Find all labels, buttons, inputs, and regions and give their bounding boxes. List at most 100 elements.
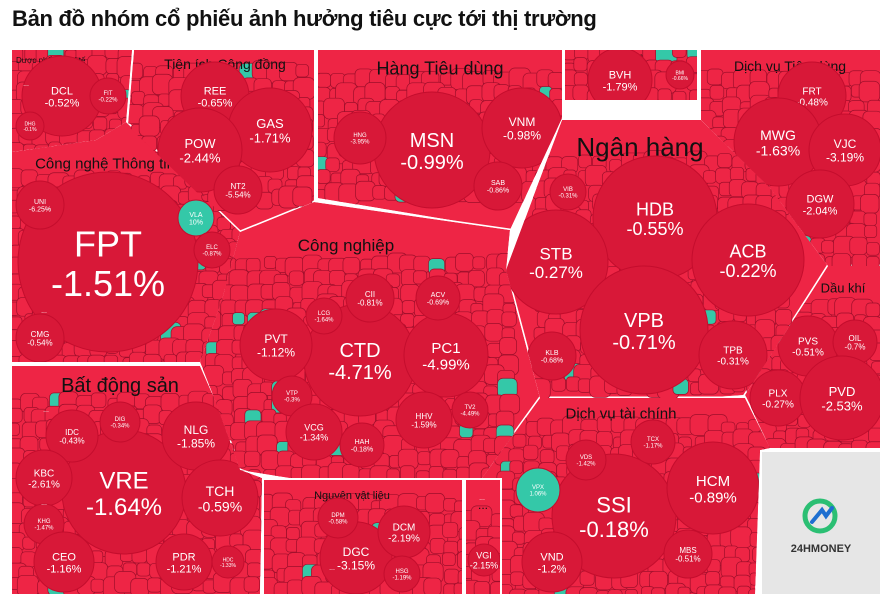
stock-ssi[interactable]: SSI-0.18% (551, 453, 677, 579)
loss-cell (325, 157, 340, 172)
loss-cell (490, 581, 500, 594)
stock-acb[interactable]: ACB-0.22% (691, 203, 805, 317)
more-cell-marker: ... (479, 495, 485, 502)
loss-cell (473, 581, 490, 594)
stock-bmi[interactable]: BMI-0.66% (665, 60, 695, 90)
stock-klb[interactable]: KLB-0.68% (527, 331, 577, 381)
stock-dhg[interactable]: DHG-0.1% (15, 111, 45, 141)
stock-vre[interactable]: VRE-1.64% (61, 429, 187, 555)
stock-vpb[interactable]: VPB-0.71% (579, 265, 709, 395)
loss-cell (147, 577, 163, 593)
stock-stb[interactable]: STB-0.27% (504, 209, 609, 315)
stock-vgi[interactable]: VGI-2.15% (467, 543, 500, 577)
stock-tv2[interactable]: TV2-4.49% (451, 391, 489, 429)
stock-gas[interactable]: GAS-1.71% (227, 87, 313, 173)
stock-vjc[interactable]: VJC-3.19% (808, 113, 881, 187)
loss-cell (573, 72, 588, 87)
loss-cell (523, 589, 541, 594)
stock-bvh[interactable]: BVH-1.79% (587, 48, 653, 112)
stock-nlg[interactable]: NLG-1.85% (161, 401, 231, 471)
logo-panel-bg (762, 452, 880, 594)
stock-mbs[interactable]: MBS-0.51% (663, 529, 713, 579)
stock-vtp[interactable]: VTP-0.3% (271, 375, 313, 417)
stock-elc[interactable]: ELC-0.87% (193, 231, 231, 269)
stock-change: -0.31% (717, 357, 749, 368)
stock-vds[interactable]: VDS-1.42% (565, 439, 607, 481)
stock-msn[interactable]: MSN-0.99% (373, 91, 491, 209)
stock-change: -1.64% (314, 318, 334, 324)
stock-ceo[interactable]: CEO-1.16% (33, 531, 95, 593)
loss-cell (865, 302, 880, 318)
stock-ticker: CMG (31, 330, 50, 339)
stock-dgw[interactable]: DGW-2.04% (785, 169, 855, 239)
loss-cell (849, 236, 868, 255)
loss-cell (355, 180, 376, 202)
stock-vnm[interactable]: VNM-0.98% (481, 87, 562, 169)
stock-vnd[interactable]: VND-1.2% (521, 531, 583, 593)
loss-cell (672, 90, 687, 100)
loss-cell (863, 212, 878, 227)
stock-dcm[interactable]: DCM-2.19% (377, 505, 431, 559)
stock-hdc[interactable]: HDC-1.33% (211, 545, 245, 579)
stock-cii[interactable]: CII-0.81% (345, 273, 395, 323)
stock-fit[interactable]: FIT-0.22% (89, 77, 127, 115)
loss-cell (286, 527, 300, 541)
stock-dig[interactable]: DIG-0.34% (99, 401, 141, 443)
stock-hdb[interactable]: HDB-0.55% (592, 155, 718, 281)
stock-bubble (549, 173, 587, 211)
stock-vcg[interactable]: VCG-1.34% (285, 403, 343, 461)
stock-ticker: PVT (264, 332, 288, 346)
stock-bubble (383, 555, 421, 593)
stock-acv[interactable]: ACV-0.69% (415, 275, 461, 321)
stock-tpb[interactable]: TPB-0.31% (698, 320, 768, 390)
stock-plx[interactable]: PLX-0.27% (749, 369, 807, 427)
loss-cell (138, 115, 160, 137)
stock-dpm[interactable]: DPM-0.58% (317, 497, 359, 539)
stock-ticker: KBC (34, 469, 55, 480)
stock-kbc[interactable]: KBC-2.61% (15, 449, 73, 507)
stock-pow[interactable]: POW-2.44% (157, 107, 243, 193)
stock-change: -1.63% (756, 142, 800, 158)
sector-title-nguyen-vat-lieu: Nguyên vật liệu (314, 490, 390, 502)
loss-cell (429, 538, 446, 554)
sector-title-bat-dong-san: Bất động sản (61, 375, 179, 397)
stock-uni[interactable]: UNI-6.25% (15, 180, 65, 230)
stock-lcg[interactable]: LCG-1.64% (305, 297, 343, 335)
loss-cell (455, 253, 474, 272)
stock-tch[interactable]: TCH-0.59% (181, 459, 259, 537)
stock-ticker: BMI (676, 70, 685, 76)
stock-hah[interactable]: HAH-0.18% (339, 422, 385, 468)
stock-mwg[interactable]: MWG-1.63% (733, 97, 823, 187)
stock-cmg[interactable]: CMG-0.54% (15, 313, 65, 362)
stock-pvt[interactable]: PVT-1.12% (239, 308, 313, 382)
stock-ticker: DIG (115, 417, 126, 423)
stock-sab[interactable]: SAB-0.86% (473, 161, 523, 211)
stocks-dich-vu-tieu-dung: FRT-0.48%MWG-1.63% VJC-3.19%DGW-2.04% (733, 61, 881, 239)
loss-cell (730, 526, 752, 549)
stock-pc1[interactable]: PC1-4.99% (403, 312, 489, 398)
stock-fpt[interactable]: FPT-1.51% (17, 171, 199, 353)
loss-cell (715, 167, 732, 184)
stock-hcm[interactable]: HCM-0.89% (666, 441, 760, 535)
loss-cell (292, 186, 313, 207)
loss-cell (424, 493, 445, 514)
stock-bubble (473, 161, 523, 211)
stock-change: -1.64% (86, 494, 162, 521)
stock-change: -0.22% (98, 98, 118, 104)
stock-hhv[interactable]: HHV-1.59% (395, 391, 453, 449)
stock-hng[interactable]: HNG-3.95% (333, 111, 387, 165)
stock-vib[interactable]: VIB-0.31% (549, 173, 587, 211)
stock-pvd[interactable]: PVD-2.53% (799, 355, 884, 441)
stock-hsg[interactable]: HSG-1.19% (383, 555, 421, 593)
stock-idc[interactable]: IDC-0.43% (45, 409, 99, 463)
loss-cell (90, 392, 107, 408)
stock-tcx[interactable]: TCX-1.17% (630, 419, 676, 465)
stock-oil[interactable]: OIL-0.7% (832, 319, 878, 365)
stock-pdr[interactable]: PDR-1.21% (155, 533, 213, 591)
loss-cell (245, 257, 261, 273)
stock-nt2[interactable]: NT2-5.54% (213, 165, 263, 215)
